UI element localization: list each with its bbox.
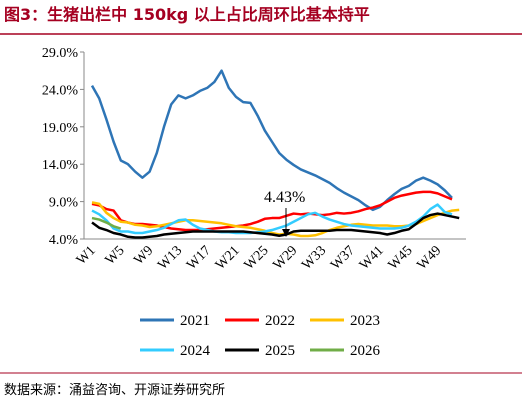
- series-line: [91, 216, 122, 230]
- series-line: [91, 203, 453, 235]
- legend-label: 2023: [350, 313, 380, 329]
- legend-label: 2021: [180, 313, 210, 329]
- series-line: [91, 201, 460, 238]
- legend-label: 2026: [350, 343, 381, 359]
- x-tick-label: W45: [386, 243, 416, 273]
- x-tick-label: W9: [132, 243, 157, 268]
- x-tick-label: W49: [415, 243, 445, 273]
- x-tick-label: W17: [184, 243, 214, 273]
- y-tick-label: 19.0%: [42, 121, 79, 136]
- x-tick-label: W41: [357, 243, 387, 273]
- x-tick-label: W33: [299, 243, 329, 273]
- x-tick-label: W25: [242, 243, 272, 273]
- annotation-arrowhead: [282, 229, 290, 237]
- x-tick-label: W37: [328, 243, 358, 273]
- series-line: [91, 212, 460, 239]
- x-tick-label: W29: [271, 243, 301, 273]
- y-tick-label: 29.0%: [42, 46, 79, 61]
- y-tick-label: 9.0%: [49, 196, 79, 211]
- legend-label: 2022: [265, 313, 295, 329]
- source: 数据来源：涌益咨询、开源证券研究所: [4, 382, 225, 398]
- x-tick-label: W5: [103, 243, 128, 268]
- y-tick-label: 14.0%: [42, 158, 79, 173]
- legend-label: 2024: [180, 343, 211, 359]
- x-tick-label: W13: [155, 243, 185, 273]
- series-line: [91, 190, 453, 232]
- series-line: [90, 69, 453, 212]
- annotation: 4.43%: [264, 189, 305, 206]
- legend-label: 2025: [265, 343, 295, 359]
- chart-title: 图3：生猪出栏中 150kg 以上占比周环比基本持平: [4, 5, 370, 24]
- y-tick-label: 24.0%: [42, 83, 79, 98]
- y-tick-label: 4.0%: [49, 233, 79, 248]
- x-tick-label: W21: [213, 243, 243, 273]
